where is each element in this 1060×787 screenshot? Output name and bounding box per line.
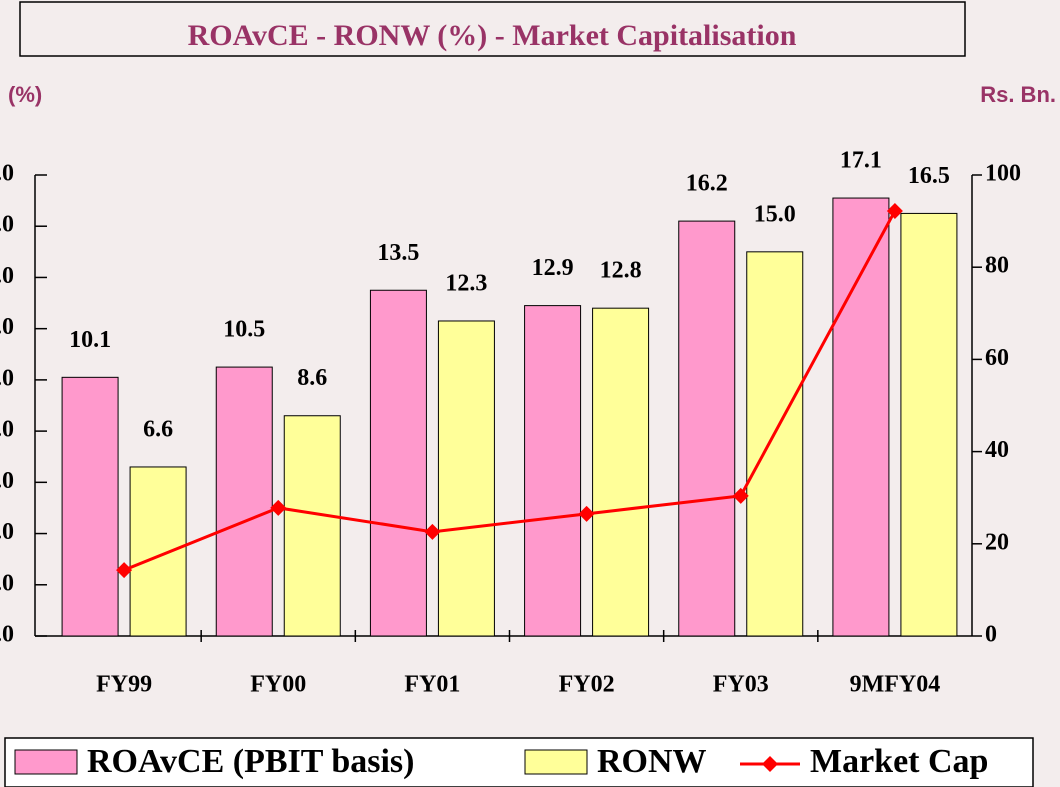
y2-tick-label: 60 xyxy=(985,345,1009,371)
y-tick-label: 2.0 xyxy=(0,570,14,596)
y2-tick-label: 20 xyxy=(985,529,1009,555)
line xyxy=(123,210,897,572)
y2-axis-label: Rs. Bn. xyxy=(980,82,1056,107)
y2-tick-label: 0 xyxy=(985,622,997,648)
y-tick-label: 14.0 xyxy=(0,263,14,289)
y-tick-label: 16.0 xyxy=(0,212,14,238)
y2-tick-label: 100 xyxy=(985,161,1021,187)
bar-value-label: 15.0 xyxy=(754,201,796,227)
bar-value-label: 12.3 xyxy=(445,270,487,296)
bar xyxy=(900,212,958,637)
legend-label: Market Cap xyxy=(810,743,988,780)
chart-title: ROAvCE - RONW (%) - Market Capitalisatio… xyxy=(188,19,797,52)
bar xyxy=(283,415,341,637)
bar xyxy=(129,466,187,637)
legend-swatch xyxy=(14,749,78,775)
line-marker xyxy=(732,487,749,504)
y-axis-label: (%) xyxy=(8,82,42,107)
bar xyxy=(437,320,495,637)
line-marker xyxy=(424,523,441,540)
bar xyxy=(678,220,736,637)
bar xyxy=(61,376,119,637)
x-tick-label: FY99 xyxy=(96,672,152,698)
y-tick-label: 10.0 xyxy=(0,365,14,391)
bar-value-label: 6.6 xyxy=(143,416,173,442)
line-marker xyxy=(886,202,903,219)
bar xyxy=(524,305,582,637)
legend-marker xyxy=(762,756,778,772)
bar xyxy=(746,251,804,637)
bar-value-label: 12.9 xyxy=(532,255,574,281)
y-tick-label: 8.0 xyxy=(0,417,14,443)
x-tick-label: FY00 xyxy=(250,672,306,698)
y-tick-label: 18.0 xyxy=(0,161,14,187)
line-marker xyxy=(116,562,133,579)
bar-value-label: 10.1 xyxy=(69,327,111,353)
bar xyxy=(592,307,650,637)
bar-value-label: 12.8 xyxy=(600,258,642,284)
bar xyxy=(215,366,273,637)
legend-box xyxy=(4,737,1034,787)
bar-value-label: 16.2 xyxy=(686,171,728,197)
x-tick-label: FY03 xyxy=(713,672,769,698)
bar-value-label: 17.1 xyxy=(840,148,882,174)
bar xyxy=(369,289,427,637)
y-tick-label: 6.0 xyxy=(0,468,14,494)
x-tick-label: FY01 xyxy=(404,672,460,698)
x-tick-label: FY02 xyxy=(559,672,615,698)
y2-tick-label: 40 xyxy=(985,437,1009,463)
legend-label: RONW xyxy=(597,743,707,780)
x-tick-label: 9MFY04 xyxy=(850,672,941,698)
bar-value-label: 16.5 xyxy=(908,163,950,189)
bar-value-label: 13.5 xyxy=(377,240,419,266)
line-marker xyxy=(270,499,287,516)
title-box xyxy=(19,1,966,57)
y2-tick-label: 80 xyxy=(985,253,1009,279)
legend-label: ROAvCE (PBIT basis) xyxy=(87,743,414,780)
legend-swatch xyxy=(524,749,588,775)
line-marker xyxy=(578,505,595,522)
bar-value-label: 8.6 xyxy=(297,365,327,391)
y-tick-label: 4.0 xyxy=(0,519,14,545)
bar-value-label: 10.5 xyxy=(223,317,265,343)
y-tick-label: 12.0 xyxy=(0,314,14,340)
bar xyxy=(832,197,890,637)
y-tick-label: 0.0 xyxy=(0,622,14,648)
